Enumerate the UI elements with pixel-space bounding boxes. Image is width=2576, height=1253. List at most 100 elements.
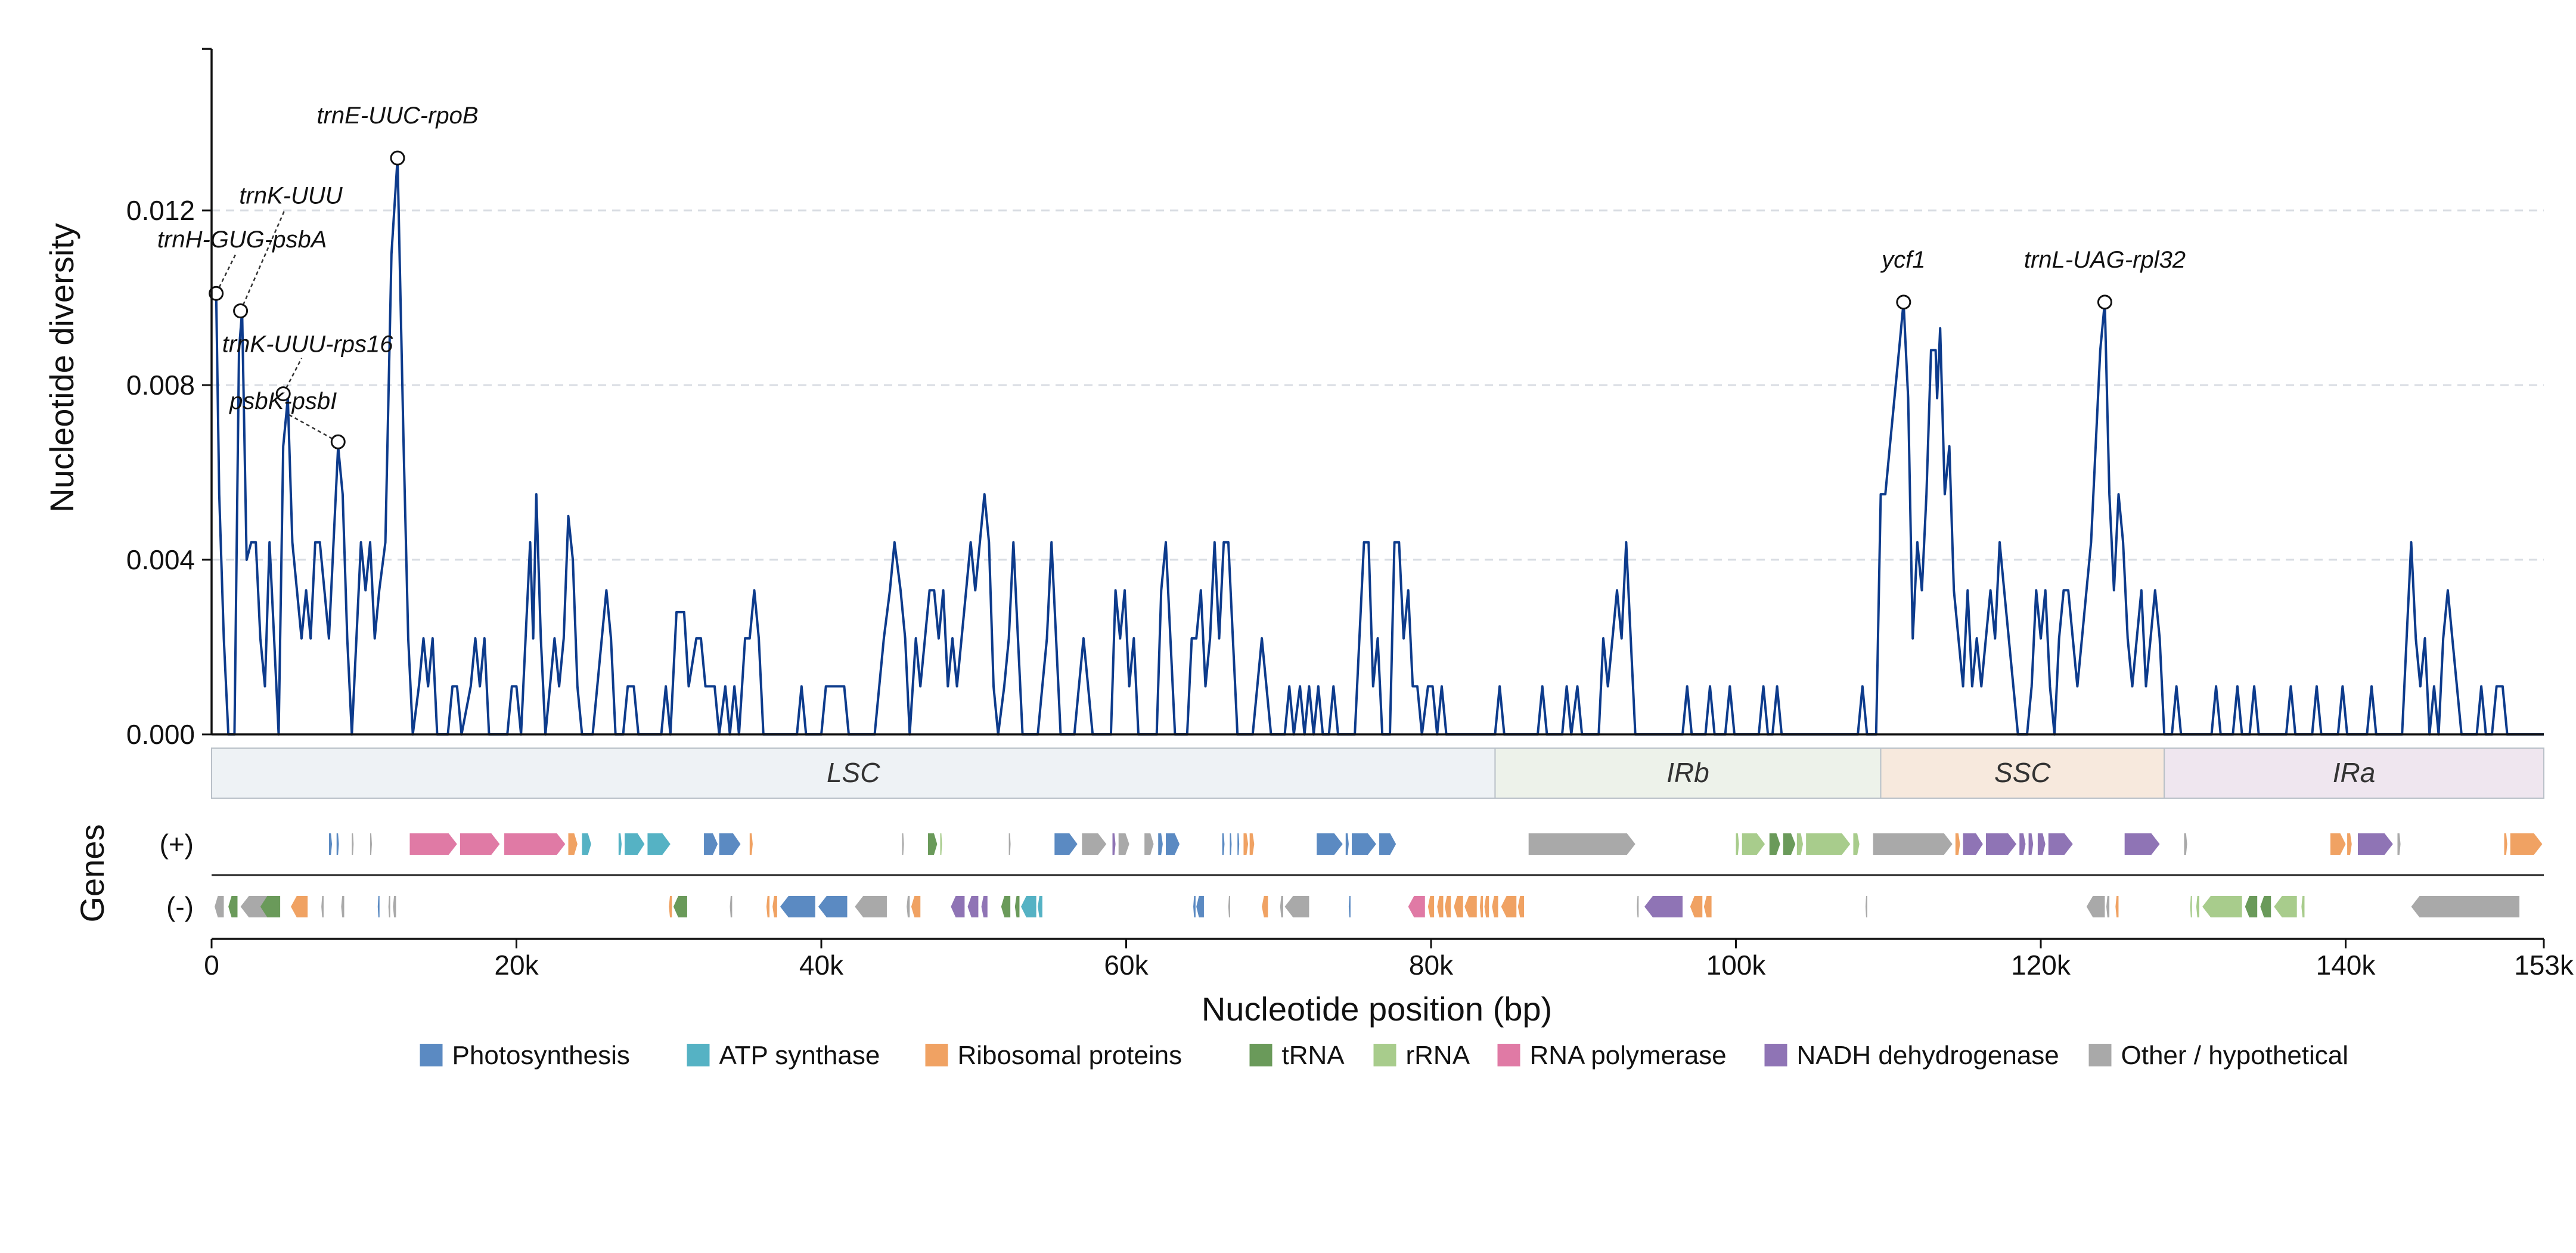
x-tick-label: 0 xyxy=(204,950,219,981)
y-tick-label: 0.000 xyxy=(126,719,195,750)
legend-swatch xyxy=(1497,1044,1520,1066)
peak-marker xyxy=(1896,294,1911,310)
gene-feature xyxy=(2245,896,2258,917)
gene-feature xyxy=(1158,833,1163,855)
region-label: IRa xyxy=(2333,757,2376,788)
gene-feature xyxy=(460,833,500,855)
x-tick-label: 120k xyxy=(2011,950,2071,981)
gene-feature xyxy=(1021,896,1036,917)
legend-swatch xyxy=(1373,1044,1396,1066)
gene-feature xyxy=(1408,896,1425,917)
legend-label: RNA polymerase xyxy=(1530,1041,1727,1070)
y-tick-label: 0.004 xyxy=(126,544,195,575)
gene-feature xyxy=(1637,896,1639,917)
peak-leader xyxy=(288,414,339,443)
gene-feature xyxy=(1228,896,1230,917)
gene-feature xyxy=(228,896,238,917)
gene-feature xyxy=(1243,833,1249,855)
gene-feature xyxy=(2106,896,2110,917)
gene-feature xyxy=(370,833,372,855)
gene-feature xyxy=(2347,833,2352,855)
legend-label: Ribosomal proteins xyxy=(958,1041,1183,1070)
gene-feature xyxy=(1963,833,1983,855)
gene-feature xyxy=(582,833,591,855)
legend-label: NADH dehydrogenase xyxy=(1797,1041,2059,1070)
gene-feature xyxy=(967,896,979,917)
peak-label: trnL-UAG-rpl32 xyxy=(2024,247,2186,273)
region-irb xyxy=(1494,748,1882,799)
diversity-line xyxy=(212,157,2544,736)
region-ira xyxy=(2164,748,2545,799)
gene-feature xyxy=(902,833,904,855)
gene-feature xyxy=(1769,833,1780,855)
gene-feature xyxy=(907,896,910,917)
gene-feature xyxy=(1427,896,1435,917)
gene-feature xyxy=(1528,833,1635,855)
gene-feature xyxy=(260,896,281,917)
gene-feature xyxy=(766,896,770,917)
peak-label: trnE-UUC-rpoB xyxy=(316,103,478,129)
gene-feature xyxy=(328,833,333,855)
gene-feature xyxy=(2330,833,2346,855)
peak-label: psbK-psbI xyxy=(229,388,337,414)
peak-label: trnK-UUU xyxy=(239,183,343,209)
gene-feature xyxy=(2411,896,2520,917)
gene-feature xyxy=(1445,896,1451,917)
gene-feature xyxy=(1796,833,1804,855)
gene-feature xyxy=(2115,896,2119,917)
legend: Photosynthesis ATP synthase Ribosomal prot… xyxy=(420,1041,2349,1070)
gene-feature xyxy=(1955,833,1960,855)
legend-swatch xyxy=(1764,1044,1787,1066)
y-axis-title: Nucleotide diversity xyxy=(43,223,80,513)
region-label: LSC xyxy=(827,757,880,788)
gene-feature xyxy=(2510,833,2543,855)
gene-feature xyxy=(1853,833,1860,855)
gene-feature xyxy=(2274,896,2297,917)
gene-feature xyxy=(1352,833,1376,855)
gene-feature xyxy=(1742,833,1765,855)
gene-feature xyxy=(1054,833,1078,855)
peak-leader xyxy=(240,209,286,311)
peak-annotations: trnE-UUC-rpoB trnK-UUU trnH-GUG-psbA trnK-U… xyxy=(157,103,2186,449)
gene-feature xyxy=(928,833,938,855)
gene-feature xyxy=(1082,833,1107,855)
region-label: SSC xyxy=(1994,757,2051,788)
gene-feature xyxy=(1783,833,1796,855)
gene-feature xyxy=(1703,896,1712,917)
axes: 0.000 0.004 0.008 0.012 0 20k 40k 60k 80k 100k 120… xyxy=(126,48,2574,981)
gene-feature xyxy=(1222,833,1225,855)
x-tick-label: 140k xyxy=(2316,950,2376,981)
gene-feature xyxy=(2019,833,2026,855)
gene-feature xyxy=(719,833,741,855)
gene-tracks xyxy=(212,833,2544,917)
region-bar: LSC IRb SSC IRa xyxy=(211,748,2545,799)
gene-feature xyxy=(1345,833,1349,855)
plus-strand-label: (+) xyxy=(160,829,194,860)
gene-feature xyxy=(1501,896,1517,917)
gene-feature xyxy=(1038,896,1042,917)
peak-leader xyxy=(215,253,237,294)
x-axis-title: Nucleotide position (bp) xyxy=(1202,990,1552,1028)
legend-swatch xyxy=(1249,1044,1273,1066)
legend-label: Photosynthesis xyxy=(452,1041,630,1070)
legend-label: Other / hypothetical xyxy=(2121,1041,2349,1070)
gene-feature xyxy=(625,833,645,855)
gene-feature xyxy=(1196,896,1204,917)
gene-feature xyxy=(1112,833,1116,855)
gene-feature xyxy=(780,896,815,917)
gene-feature xyxy=(568,833,578,855)
gridlines xyxy=(212,209,2544,561)
gene-feature xyxy=(2086,896,2105,917)
legend-swatch xyxy=(420,1044,443,1066)
peak-marker xyxy=(330,434,346,449)
region-lsc xyxy=(211,748,1496,799)
gene-feature xyxy=(2037,833,2046,855)
gene-feature xyxy=(1008,833,1011,855)
gene-feature xyxy=(1806,833,1851,855)
gene-feature xyxy=(377,896,380,917)
legend-swatch xyxy=(687,1044,710,1066)
gene-feature xyxy=(336,833,339,855)
diversity-series xyxy=(212,157,2544,736)
gene-feature xyxy=(393,896,396,917)
gene-feature xyxy=(1249,833,1255,855)
